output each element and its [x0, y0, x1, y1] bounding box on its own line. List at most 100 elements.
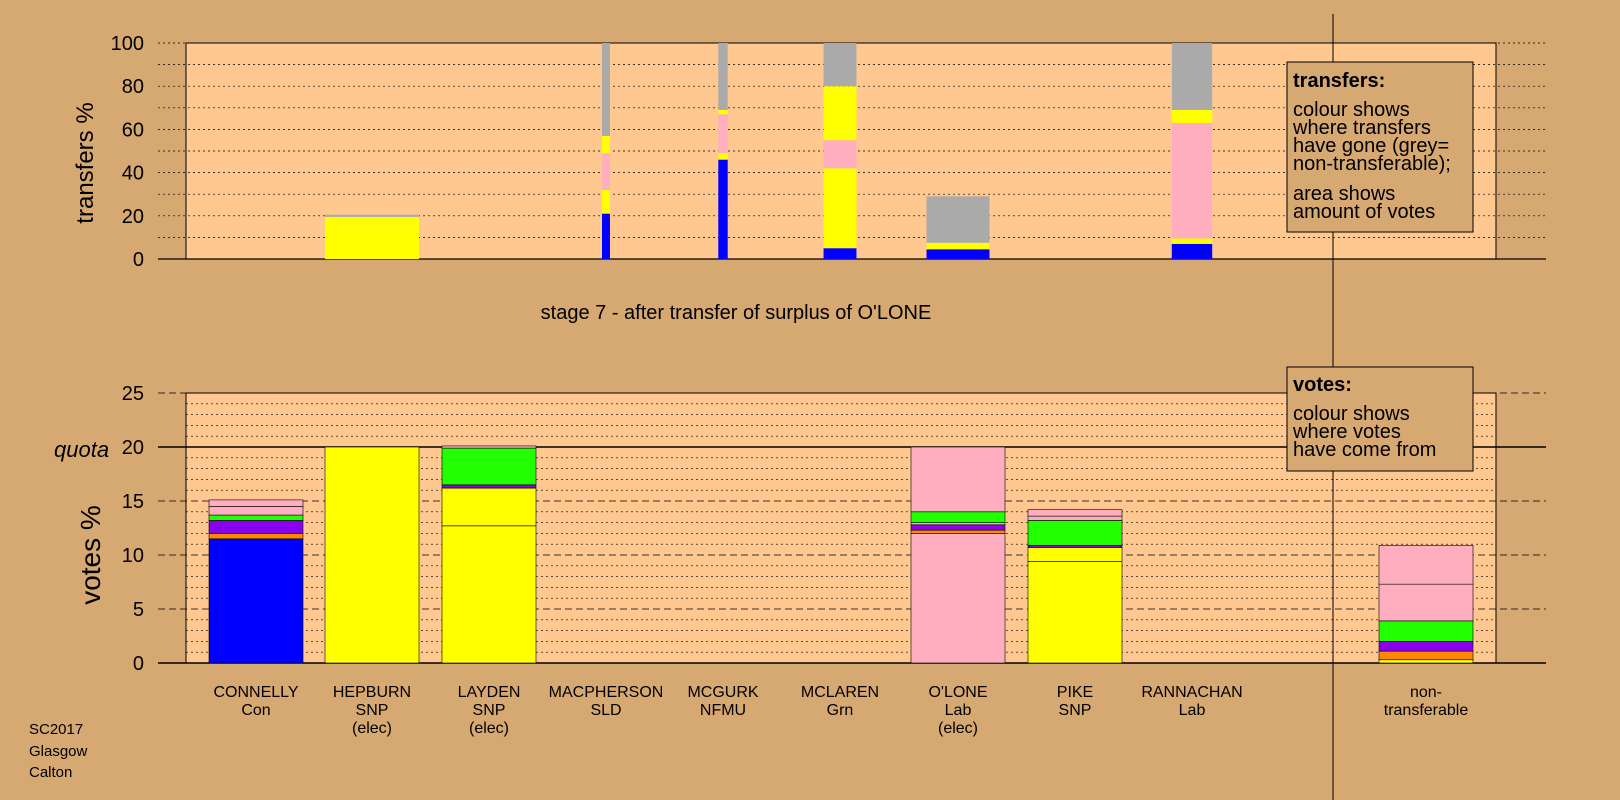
- transfers-bars: [325, 43, 1213, 259]
- transfer-segment: [1171, 109, 1213, 123]
- transfer-segment: [602, 189, 610, 214]
- y-tick-label: 20: [122, 206, 144, 228]
- candidate-label: (elec): [469, 720, 509, 737]
- candidate-label: HEPBURN: [333, 684, 411, 701]
- candidate-label: transferable: [1384, 702, 1469, 719]
- vote-segment: [1378, 544, 1474, 585]
- vote-segment: [910, 522, 1006, 526]
- candidate-label: MCLAREN: [801, 684, 879, 701]
- transfer-column: [1171, 43, 1213, 259]
- transfer-segment: [1171, 43, 1213, 110]
- candidate-bar: [324, 446, 420, 664]
- candidate-bar: [1027, 509, 1123, 664]
- transfers-legend-line: where transfers: [1292, 117, 1431, 139]
- y-tick-label: 60: [122, 119, 144, 141]
- vote-segment: [441, 445, 537, 449]
- votes-y-ticks: 0 5 10 15 20 25: [122, 383, 144, 675]
- transfers-legend-line: amount of votes: [1293, 201, 1435, 223]
- y-tick-label: 15: [122, 491, 144, 513]
- candidate-label: SNP: [356, 702, 389, 719]
- transfers-legend: transfers: colour shows where transfers …: [1286, 61, 1474, 233]
- vote-segment: [1378, 659, 1474, 664]
- transfer-column: [823, 43, 857, 259]
- y-tick-label: 25: [122, 383, 144, 405]
- transfer-segment: [823, 168, 857, 249]
- vote-segment: [441, 525, 537, 664]
- candidate-label: Lab: [945, 702, 972, 719]
- vote-segment: [910, 511, 1006, 523]
- vote-segment: [208, 499, 304, 507]
- transfers-y-axis-label: transfers %: [72, 102, 99, 223]
- vote-segment: [208, 533, 304, 540]
- transfer-segment: [718, 159, 728, 259]
- candidate-bar: [208, 499, 304, 664]
- candidate-label: LAYDEN: [458, 684, 521, 701]
- vote-segment: [910, 524, 1006, 531]
- transfers-legend-line: area shows: [1293, 183, 1395, 205]
- transfers-legend-line: non-transferable);: [1293, 153, 1451, 175]
- vote-segment: [1027, 544, 1123, 548]
- candidate-label: MCGURK: [687, 684, 758, 701]
- candidate-label: MACPHERSON: [549, 684, 664, 701]
- transfers-legend-line: have gone (grey=: [1293, 135, 1449, 157]
- candidate-label: SNP: [473, 702, 506, 719]
- vote-segment: [1027, 515, 1123, 521]
- votes-y-axis-label: votes %: [75, 505, 106, 605]
- transfer-segment: [823, 140, 857, 169]
- votes-bars: [208, 445, 1474, 664]
- candidate-label: PIKE: [1057, 684, 1093, 701]
- vote-segment: [324, 446, 420, 664]
- transfer-segment: [926, 249, 990, 259]
- transfer-column: [602, 43, 610, 259]
- candidate-labels: CONNELLYConHEPBURNSNP(elec)LAYDENSNP(ele…: [213, 684, 1468, 737]
- candidate-label: SNP: [1059, 702, 1092, 719]
- transfer-segment: [602, 135, 610, 154]
- candidate-label: non-: [1410, 684, 1442, 701]
- votes-legend-box: [1286, 366, 1474, 472]
- vote-segment: [1378, 620, 1474, 642]
- quota-label: quota: [54, 437, 109, 462]
- transfer-segment: [1171, 122, 1213, 239]
- transfer-segment: [718, 114, 728, 154]
- transfer-segment: [926, 196, 990, 243]
- candidate-label: Lab: [1179, 702, 1206, 719]
- y-tick-label: 0: [133, 249, 144, 271]
- votes-legend-line: colour shows: [1293, 403, 1410, 425]
- transfer-column: [926, 196, 990, 259]
- vote-segment: [208, 520, 304, 534]
- vote-segment: [910, 529, 1006, 534]
- y-tick-label: 0: [133, 653, 144, 675]
- vote-segment: [441, 447, 537, 486]
- y-tick-label: 80: [122, 76, 144, 98]
- candidate-label: O'LONE: [928, 684, 987, 701]
- votes-legend-title: votes:: [1293, 374, 1352, 396]
- transfer-segment: [926, 242, 990, 250]
- transfer-segment: [1171, 243, 1213, 259]
- y-tick-label: 10: [122, 545, 144, 567]
- footer-caption: SC2017 Glasgow Calton: [29, 721, 88, 781]
- vote-segment: [1027, 561, 1123, 664]
- candidate-bar: [910, 446, 1006, 664]
- vote-segment: [1378, 650, 1474, 661]
- vote-segment: [208, 506, 304, 516]
- y-tick-label: 100: [111, 33, 144, 55]
- transfers-y-ticks: 0 20 40 60 80 100: [111, 33, 144, 271]
- transfers-legend-title: transfers:: [1293, 70, 1385, 92]
- candidate-label: CONNELLY: [213, 684, 298, 701]
- transfer-segment: [718, 43, 728, 110]
- transfer-segment: [823, 86, 857, 141]
- vote-segment: [1378, 641, 1474, 652]
- candidate-label: (elec): [938, 720, 978, 737]
- transfer-segment: [718, 109, 728, 115]
- vote-segment: [208, 538, 304, 664]
- transfers-legend-box: [1286, 61, 1474, 233]
- vote-segment: [1378, 583, 1474, 622]
- footer-line: Glasgow: [29, 743, 88, 760]
- candidate-bar: [1378, 544, 1474, 664]
- y-tick-label: 40: [122, 163, 144, 185]
- candidate-label: Grn: [827, 702, 854, 719]
- transfer-segment: [718, 153, 728, 160]
- vote-segment: [1027, 520, 1123, 546]
